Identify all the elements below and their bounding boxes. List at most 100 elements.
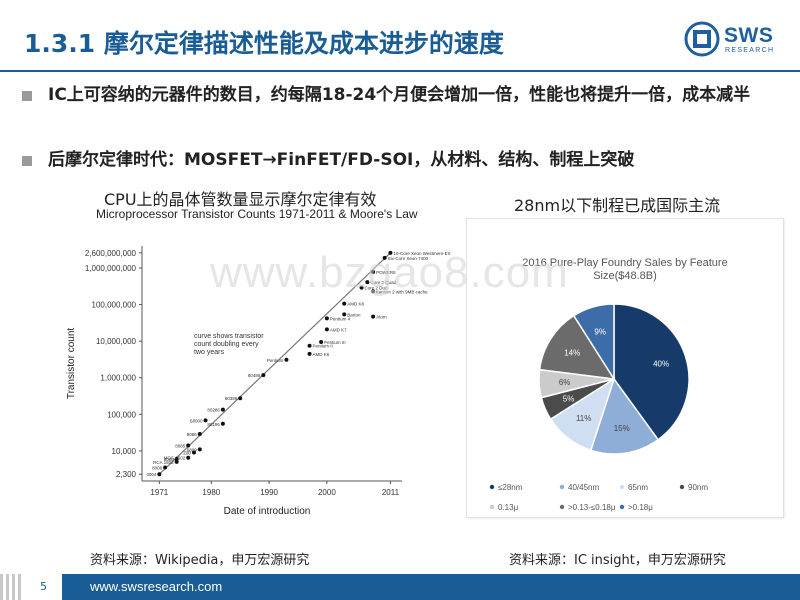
point-label: 8080	[164, 457, 175, 462]
logo-text: SWS	[724, 24, 774, 47]
data-point	[220, 407, 225, 412]
footer-bar: 5 www.swsresearch.com	[0, 572, 800, 600]
legend-label: >0.13-≤0.18μ	[568, 503, 616, 512]
footer-stripe	[18, 574, 21, 600]
transistor-scatter-plot: 2,300 10,000 100,000 1,000,000 10,000,000 100…	[66, 246, 451, 517]
point-label: 80286	[207, 408, 220, 413]
trend-annotation: curve shows transistor count doubling eve…	[194, 333, 264, 356]
legend-label: ≤28nm	[498, 483, 523, 492]
data-point	[371, 314, 376, 319]
point-label: Pentium	[267, 358, 284, 363]
x-tick-label: 1980	[202, 488, 220, 497]
x-axis-title: Date of introduction	[224, 506, 311, 517]
legend-label: 0.13μ	[498, 503, 519, 512]
bullet-text: IC上可容纳的元器件的数目，约每隔18-24个月便会增加一倍，性能也将提升一倍，…	[48, 85, 751, 105]
title-divider	[0, 70, 800, 72]
pie-slice	[589, 377, 660, 455]
y-tick-label: 100,000	[107, 410, 136, 419]
data-point	[388, 250, 393, 255]
data-point	[220, 421, 225, 426]
footer-stripe	[12, 574, 15, 600]
point-label: AMD K6	[313, 352, 330, 357]
data-point	[174, 459, 179, 464]
x-tick-label: 2011	[382, 488, 400, 497]
point-label: Core 2 Duo	[365, 286, 389, 291]
data-point	[365, 280, 370, 285]
point-label: 80486	[248, 373, 261, 378]
point-label: Pentium 4	[330, 316, 351, 321]
point-label: Six-Core Xeon 7400	[388, 256, 429, 261]
x-tick-label: 1971	[150, 488, 168, 497]
point-label: Atom	[376, 315, 387, 320]
legend-swatch	[489, 504, 495, 510]
point-label: POWER6	[376, 270, 396, 275]
point-label: 8008	[152, 466, 163, 471]
pie-title-line: 2016 Pure-Play Foundry Sales by Feature	[522, 257, 727, 269]
data-point	[186, 443, 191, 448]
point-label: 6809	[187, 447, 198, 452]
data-point	[186, 455, 191, 460]
legend-label: 40/45nm	[568, 483, 599, 492]
x-tick-label: 1990	[260, 488, 278, 497]
data-point	[319, 339, 324, 344]
point-label: MOS 6502	[164, 456, 186, 461]
point-label: Z80	[183, 451, 191, 456]
legend-label: 90nm	[688, 483, 708, 492]
data-point	[192, 450, 196, 455]
pie-data-label: 15%	[614, 424, 630, 433]
point-label: 8085	[175, 444, 186, 449]
left-source-note: 资料来源：Wikipedia，申万宏源研究	[90, 553, 310, 568]
y-tick-label: 10,000	[112, 447, 137, 456]
bullet-item: IC上可容纳的元器件的数目，约每隔18-24个月便会增加一倍，性能也将提升一倍，…	[22, 82, 778, 108]
footer-url[interactable]: www.swsresearch.com	[90, 579, 223, 594]
point-label: 10-Core Xeon Westmere-EX	[393, 251, 450, 256]
footer-stripe	[0, 574, 3, 600]
point-label: RCA 1802	[153, 460, 174, 465]
data-point	[238, 396, 243, 401]
data-point	[371, 269, 376, 274]
legend-label: >0.18μ	[628, 503, 653, 512]
pie-data-label: 14%	[564, 348, 580, 357]
point-label: 4004	[146, 472, 157, 477]
point-label: 80186	[207, 422, 220, 427]
data-point	[197, 431, 202, 436]
legend-swatch	[619, 504, 625, 510]
legend-swatch	[489, 484, 495, 490]
square-bullet-icon	[22, 156, 32, 166]
pie-slice	[538, 314, 616, 380]
legend-swatch	[559, 484, 565, 490]
pie-title-line: Size($48.8B)	[593, 270, 657, 282]
point-label: AMD K8	[347, 302, 364, 307]
right-chart-caption: 28nm以下制程已成国际主流	[514, 196, 721, 215]
data-point	[342, 312, 347, 317]
y-tick-label: 1,000,000,000	[85, 264, 137, 273]
data-point	[324, 327, 329, 332]
point-label: Barton	[347, 312, 361, 317]
point-label: 68000	[190, 418, 203, 423]
left-chart-caption: CPU上的晶体管数量显示摩尔定律有效	[104, 190, 377, 209]
data-point	[371, 289, 376, 294]
point-label: Core 2 Quad	[370, 280, 396, 285]
pie-data-label: 5%	[563, 395, 575, 404]
bullet-text: 后摩尔定律时代：MOSFET→FinFET/FD-SOI，从材料、结构、制程上突…	[48, 150, 635, 170]
data-point	[359, 285, 364, 290]
data-point	[203, 418, 208, 423]
logo-subtext: RESEARCH	[725, 47, 775, 54]
data-point	[197, 447, 202, 452]
data-point	[284, 357, 289, 362]
data-point	[157, 472, 162, 477]
logo-emblem-icon	[684, 21, 720, 57]
y-tick-label: 100,000,000	[92, 301, 137, 310]
legend-label: 65nm	[628, 483, 648, 492]
y-tick-label: 2,300	[116, 470, 137, 479]
data-point	[261, 373, 266, 378]
pie-slice	[613, 303, 690, 441]
point-label: Pentium II	[313, 344, 333, 349]
pie-data-label: 9%	[594, 327, 606, 336]
legend-swatch	[619, 484, 625, 490]
scatter-chart-title: Microprocessor Transistor Counts 1971-20…	[96, 207, 418, 221]
y-tick-label: 10,000,000	[96, 337, 137, 346]
point-label: AMD K7	[330, 327, 347, 332]
x-tick-label: 2000	[318, 488, 336, 497]
legend-swatch	[679, 484, 685, 490]
